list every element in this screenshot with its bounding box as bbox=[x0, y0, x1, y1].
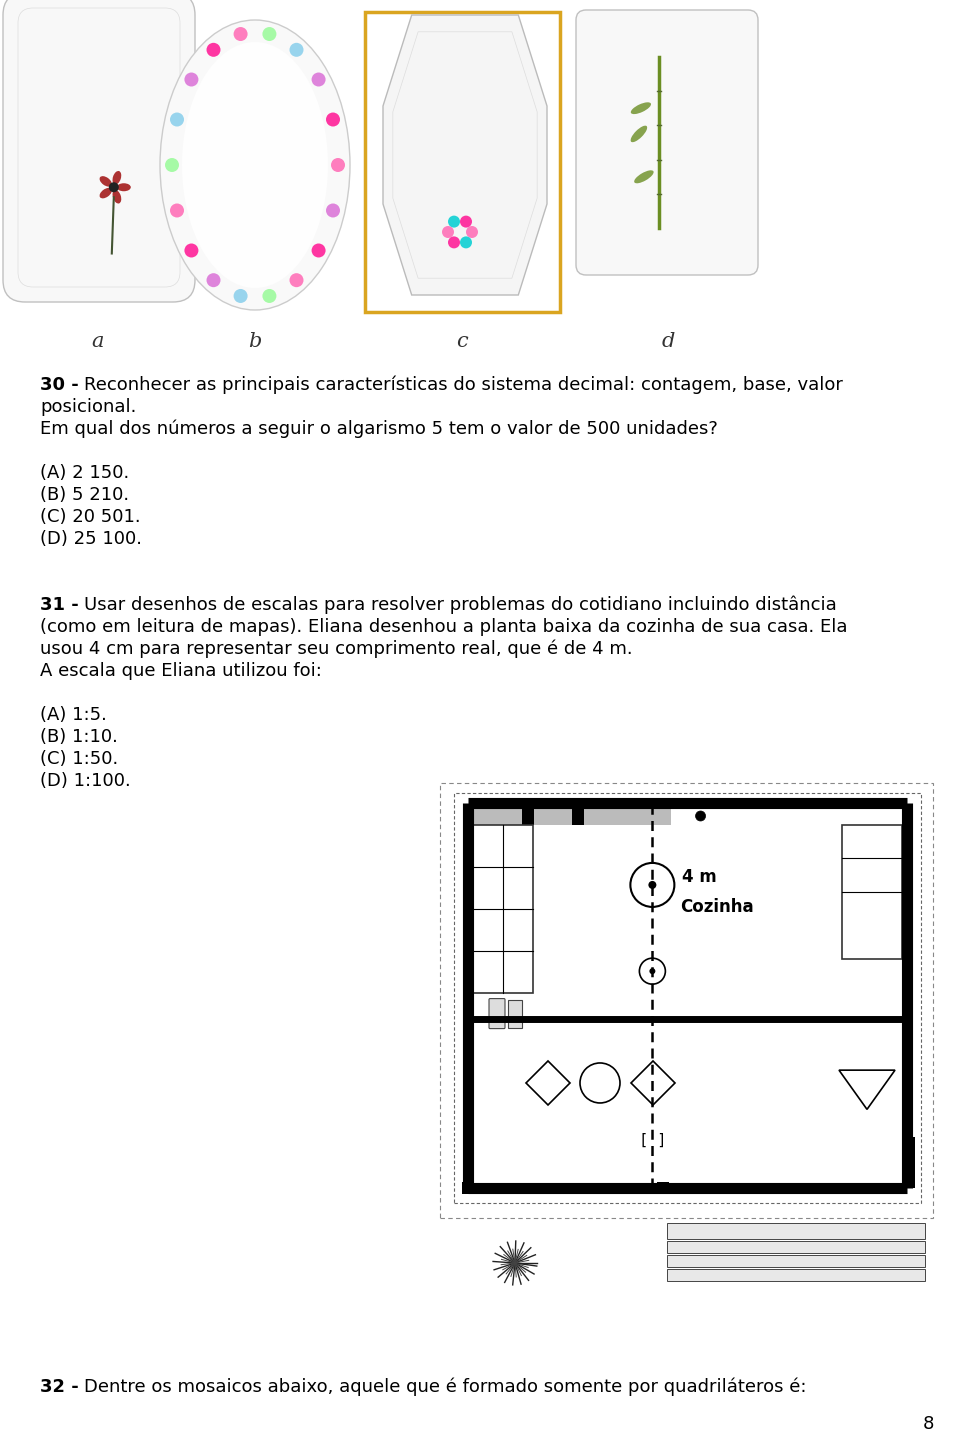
Text: (A) 2 150.: (A) 2 150. bbox=[40, 463, 130, 482]
Ellipse shape bbox=[631, 126, 647, 142]
Circle shape bbox=[696, 811, 706, 821]
Text: [ ]: [ ] bbox=[638, 1133, 666, 1148]
Circle shape bbox=[184, 73, 199, 86]
FancyBboxPatch shape bbox=[3, 0, 195, 302]
Circle shape bbox=[262, 27, 276, 41]
Text: usou 4 cm para representar seu comprimento real, que é de 4 m.: usou 4 cm para representar seu comprimen… bbox=[40, 641, 633, 658]
Circle shape bbox=[170, 203, 184, 217]
Circle shape bbox=[442, 226, 454, 237]
Ellipse shape bbox=[631, 103, 651, 114]
Text: (C) 1:50.: (C) 1:50. bbox=[40, 749, 118, 768]
Ellipse shape bbox=[112, 190, 121, 203]
Ellipse shape bbox=[182, 41, 328, 287]
Text: Reconhecer as principais características do sistema decimal: contagem, base, val: Reconhecer as principais características… bbox=[84, 376, 843, 395]
Bar bbox=[462, 1183, 474, 1194]
Circle shape bbox=[312, 73, 325, 86]
Ellipse shape bbox=[112, 172, 121, 184]
Bar bbox=[657, 1183, 669, 1194]
Circle shape bbox=[448, 236, 460, 249]
Ellipse shape bbox=[117, 183, 131, 192]
Circle shape bbox=[649, 968, 656, 974]
Circle shape bbox=[184, 243, 199, 257]
Circle shape bbox=[165, 157, 179, 172]
Circle shape bbox=[312, 243, 325, 257]
Text: 30 -: 30 - bbox=[40, 376, 85, 395]
Bar bbox=[572, 807, 584, 825]
FancyBboxPatch shape bbox=[489, 998, 505, 1028]
Text: a: a bbox=[92, 332, 105, 350]
Circle shape bbox=[233, 289, 248, 303]
Text: b: b bbox=[249, 332, 262, 350]
Bar bbox=[508, 1000, 522, 1028]
Text: Em qual dos números a seguir o algarismo 5 tem o valor de 500 unidades?: Em qual dos números a seguir o algarismo… bbox=[40, 420, 718, 439]
Text: posicional.: posicional. bbox=[40, 398, 136, 416]
Bar bbox=[842, 825, 902, 958]
Circle shape bbox=[326, 203, 340, 217]
FancyBboxPatch shape bbox=[576, 10, 758, 275]
Text: 32 -: 32 - bbox=[40, 1379, 85, 1396]
Circle shape bbox=[233, 27, 248, 41]
Text: (D) 1:100.: (D) 1:100. bbox=[40, 772, 131, 789]
Text: (como em leitura de mapas). Eliana desenhou a planta baixa da cozinha de sua cas: (como em leitura de mapas). Eliana desen… bbox=[40, 618, 848, 636]
Circle shape bbox=[108, 182, 119, 192]
Ellipse shape bbox=[100, 187, 112, 199]
Circle shape bbox=[262, 289, 276, 303]
Circle shape bbox=[290, 43, 303, 57]
Circle shape bbox=[206, 273, 221, 287]
Polygon shape bbox=[383, 14, 547, 295]
Ellipse shape bbox=[635, 170, 654, 183]
Text: d: d bbox=[661, 332, 675, 350]
Text: (B) 1:10.: (B) 1:10. bbox=[40, 728, 118, 746]
Ellipse shape bbox=[160, 20, 350, 310]
Circle shape bbox=[290, 273, 303, 287]
Circle shape bbox=[466, 226, 478, 237]
Text: Usar desenhos de escalas para resolver problemas do cotidiano incluindo distânci: Usar desenhos de escalas para resolver p… bbox=[84, 596, 837, 615]
Circle shape bbox=[326, 113, 340, 126]
Bar bbox=[522, 807, 535, 825]
Bar bbox=[454, 794, 921, 1203]
Text: (A) 1:5.: (A) 1:5. bbox=[40, 706, 107, 724]
Bar bbox=[473, 807, 670, 825]
Bar bbox=[365, 11, 560, 312]
Text: (C) 20 501.: (C) 20 501. bbox=[40, 508, 140, 526]
Bar bbox=[907, 1137, 915, 1188]
Bar bbox=[667, 1256, 925, 1267]
Bar bbox=[667, 1268, 925, 1281]
Circle shape bbox=[331, 157, 345, 172]
Text: 31 -: 31 - bbox=[40, 596, 85, 613]
Bar bbox=[667, 1241, 925, 1253]
Circle shape bbox=[206, 43, 221, 57]
Text: A escala que Eliana utilizou foi:: A escala que Eliana utilizou foi: bbox=[40, 662, 322, 681]
Bar bbox=[667, 1223, 925, 1238]
Text: (B) 5 210.: (B) 5 210. bbox=[40, 486, 130, 503]
Text: Cozinha: Cozinha bbox=[681, 898, 754, 917]
Bar bbox=[473, 825, 533, 992]
Text: 4 m: 4 m bbox=[683, 868, 717, 887]
Circle shape bbox=[648, 881, 657, 889]
Circle shape bbox=[460, 216, 472, 227]
Ellipse shape bbox=[100, 176, 112, 186]
Circle shape bbox=[170, 113, 184, 126]
Text: 8: 8 bbox=[923, 1416, 934, 1430]
Text: Dentre os mosaicos abaixo, aquele que é formado somente por quadriláteros é:: Dentre os mosaicos abaixo, aquele que é … bbox=[84, 1379, 806, 1397]
Text: (D) 25 100.: (D) 25 100. bbox=[40, 531, 142, 548]
Circle shape bbox=[460, 236, 472, 249]
Bar bbox=[440, 784, 933, 1218]
Circle shape bbox=[448, 216, 460, 227]
Text: c: c bbox=[456, 332, 468, 350]
